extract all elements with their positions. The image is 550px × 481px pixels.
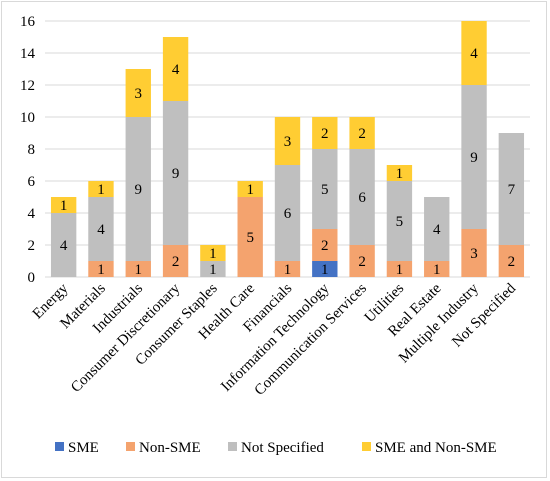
legend-swatch: [55, 442, 64, 451]
legend-swatch: [362, 442, 371, 451]
bar-segment: [200, 261, 226, 277]
data-label: 4: [172, 62, 180, 78]
data-label: 1: [284, 262, 292, 278]
data-label: 6: [284, 206, 292, 222]
bar-segment: [349, 149, 375, 245]
bar-segment: [237, 197, 263, 277]
data-label: 1: [433, 262, 441, 278]
legend-label: Non-SME: [139, 440, 201, 456]
bar-segment: [125, 69, 151, 117]
legend-swatch: [228, 442, 237, 451]
bar-segment: [88, 197, 114, 261]
bar-segment: [461, 229, 487, 277]
bar-segment: [88, 261, 114, 277]
data-label: 6: [358, 190, 366, 206]
data-label: 1: [60, 198, 68, 214]
bar-segment: [349, 117, 375, 149]
bar-segment: [274, 165, 301, 261]
data-label: 2: [321, 126, 329, 142]
bar-segment: [312, 229, 338, 261]
data-label: 1: [321, 262, 329, 278]
data-label: 4: [60, 238, 68, 254]
bar-segment: [162, 245, 189, 277]
bar-segment: [498, 133, 525, 245]
data-label: 2: [508, 254, 516, 270]
data-label: 1: [97, 182, 105, 198]
bar-segment: [274, 261, 301, 277]
bar-segment: [162, 37, 189, 101]
data-label: 2: [358, 254, 366, 270]
bar-segment: [125, 117, 151, 261]
data-label: 1: [209, 246, 217, 262]
bars: [50, 21, 525, 277]
bar-segment: [349, 245, 375, 277]
data-label: 3: [284, 134, 292, 150]
bar-segment: [386, 165, 413, 181]
data-label: 7: [508, 182, 516, 198]
data-label: 1: [209, 262, 217, 278]
data-label: 3: [470, 246, 478, 262]
bar-segment: [461, 85, 487, 229]
legend-swatch: [126, 442, 135, 451]
legend-label: Not Specified: [241, 440, 324, 456]
data-label: 4: [97, 222, 105, 238]
bar-segment: [200, 245, 226, 261]
data-label: 2: [358, 126, 366, 142]
bar-segment: [386, 181, 413, 261]
data-label: 9: [135, 182, 143, 198]
y-tick-label: 8: [28, 142, 36, 158]
data-label: 2: [321, 238, 329, 254]
data-label: 4: [433, 222, 441, 238]
bar-segment: [312, 261, 338, 277]
bar-segment: [50, 213, 77, 277]
data-label: 5: [321, 182, 329, 198]
bar-segment: [162, 101, 189, 245]
data-label: 1: [396, 166, 404, 182]
data-label: 1: [135, 262, 143, 278]
bar-segment: [50, 197, 77, 213]
y-tick-label: 2: [28, 238, 36, 254]
y-tick-label: 16: [20, 14, 36, 30]
bar-segment: [424, 197, 450, 261]
bar-segment: [461, 21, 487, 85]
data-label: 9: [470, 150, 478, 166]
data-label: 5: [396, 214, 404, 230]
bar-segment: [312, 149, 338, 229]
bar-segment: [125, 261, 151, 277]
bar-segment: [274, 117, 301, 165]
data-label: 9: [172, 166, 180, 182]
legend-label: SME: [68, 440, 99, 456]
y-tick-label: 6: [28, 174, 36, 190]
bar-segment: [88, 181, 114, 197]
y-tick-label: 14: [20, 46, 36, 62]
legend-label: SME and Non-SME: [375, 440, 497, 456]
data-label: 1: [396, 262, 404, 278]
data-label: 5: [246, 230, 254, 246]
legend: SME Non-SME Not Specified SME and Non-SME: [55, 440, 497, 456]
bar-segment: [386, 261, 413, 277]
y-axis-ticks: 0 2 4 6 8 10 12 14 16: [20, 14, 36, 286]
y-tick-label: 10: [20, 110, 35, 126]
bar-segment: [424, 261, 450, 277]
y-tick-label: 0: [28, 270, 36, 286]
y-tick-label: 4: [28, 206, 36, 222]
bar-segment: [237, 181, 263, 197]
bar-segment: [312, 117, 338, 149]
data-label: 2: [172, 254, 180, 270]
y-tick-label: 12: [20, 78, 35, 94]
data-label: 4: [470, 46, 478, 62]
data-label: 1: [246, 182, 254, 198]
bar-segment: [498, 245, 525, 277]
data-label: 3: [135, 86, 143, 102]
data-label: 1: [97, 262, 105, 278]
